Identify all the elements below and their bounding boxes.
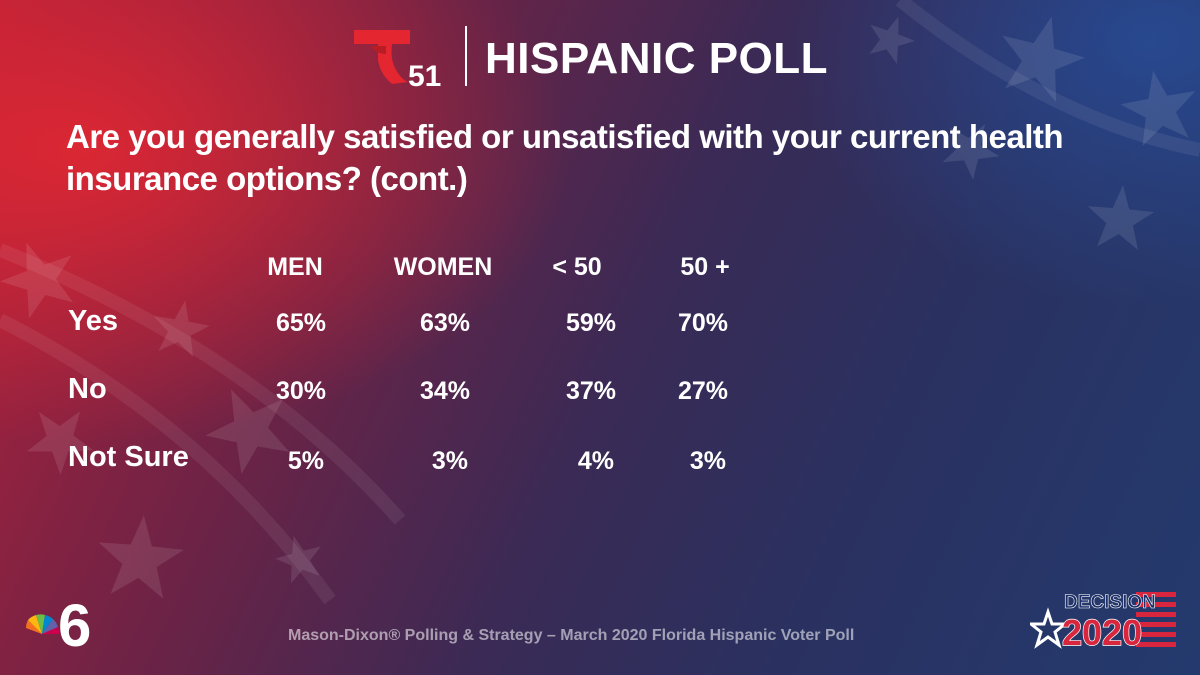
cell-not-sure-50-plus: 3% [689,447,726,475]
cell-no-under-50: 37% [565,377,616,405]
row-label-yes: Yes [68,305,118,337]
cell-no-50-plus: 27% [677,377,728,405]
cell-no-women: 34% [419,377,470,405]
logo-number: 51 [408,60,441,88]
cell-yes-men: 65% [275,309,326,337]
telemundo-51-logo: 51 [354,30,441,88]
cell-not-sure-women: 3% [431,447,468,475]
brand-divider [465,26,467,86]
station-number: 6 [58,592,91,650]
poll-question: Are you generally satisfied or unsatisfi… [66,118,1064,197]
poll-title: HISPANIC POLL [485,34,829,83]
poll-source: Mason-Dixon® Polling & Strategy – March … [288,627,855,644]
decision-year: 2020 [1062,612,1142,650]
decision-2020-logo: DECISION 2020 [1030,592,1176,650]
cell-yes-under-50: 59% [565,309,616,337]
column-header-women: WOMEN [393,253,493,281]
row-label-no: No [68,373,107,405]
cell-yes-women: 63% [419,309,470,337]
decision-word: DECISION [1064,592,1156,613]
column-header-under-50: < 50 [552,253,602,281]
cell-not-sure-under-50: 4% [577,447,614,475]
row-label-not-sure: Not Sure [68,441,189,473]
cell-yes-50-plus: 70% [677,309,728,337]
column-header-50-plus: 50 + [680,253,730,281]
cell-not-sure-men: 5% [287,447,324,475]
column-header-men: MEN [267,253,323,281]
cell-no-men: 30% [275,377,326,405]
nbc6-logo: 6 [26,592,91,650]
